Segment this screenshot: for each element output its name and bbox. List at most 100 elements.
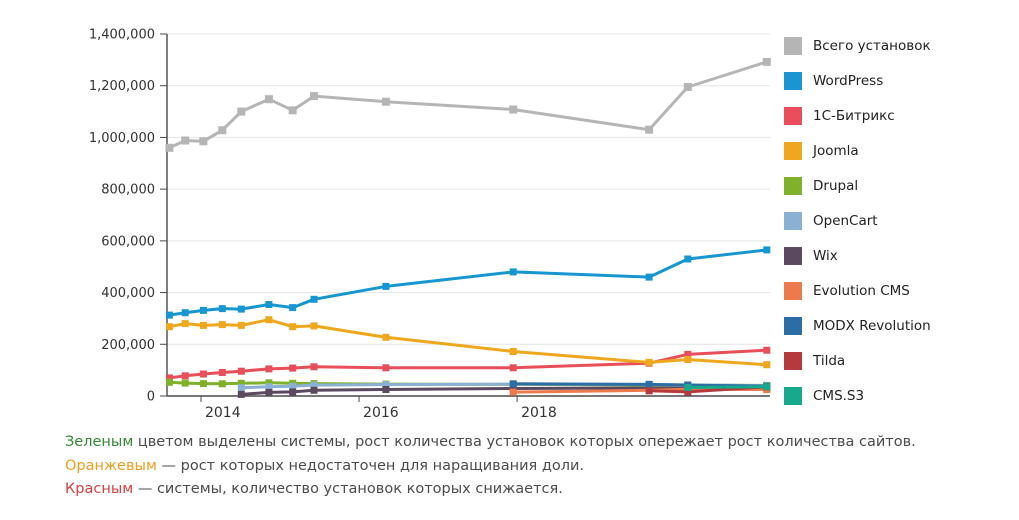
data-point-marker (310, 363, 318, 371)
legend-swatch-icon (784, 212, 802, 230)
legend-swatch-icon (784, 142, 802, 160)
legend-item-wordpress[interactable]: WordPress (784, 72, 1014, 90)
data-point-marker (181, 379, 189, 387)
data-point-marker (763, 246, 771, 254)
legend-item-drupal[interactable]: Drupal (784, 177, 1014, 195)
data-point-marker (645, 273, 653, 281)
data-point-marker (199, 321, 207, 329)
legend-swatch-icon (784, 107, 802, 125)
x-tick-label: 2014 (205, 405, 241, 421)
legend-swatch-icon (784, 72, 802, 90)
data-point-marker (382, 282, 390, 290)
legend-swatch-icon (784, 247, 802, 265)
legend-item-opencart[interactable]: OpenCart (784, 212, 1014, 230)
legend-swatch-icon (784, 352, 802, 370)
x-tick-label: 2018 (521, 405, 557, 421)
chart-footnote: Зеленым цветом выделены системы, рост ко… (65, 431, 995, 502)
data-point-marker (265, 365, 273, 373)
data-point-marker (237, 321, 245, 329)
data-point-marker (237, 379, 245, 387)
legend-item-tilda[interactable]: Tilda (784, 352, 1014, 370)
data-point-marker (310, 92, 318, 101)
legend-label: Tilda (813, 353, 846, 369)
y-tick-label: 200,000 (101, 338, 155, 353)
data-point-marker (684, 388, 692, 396)
footnote-orange-line: Оранжевым — рост которых недостаточен дл… (65, 455, 995, 479)
data-point-marker (199, 306, 207, 314)
legend-item-всего-установок[interactable]: Всего установок (784, 37, 1014, 55)
legend-item-joomla[interactable]: Joomla (784, 142, 1014, 160)
data-point-marker (181, 309, 189, 317)
data-point-marker (218, 369, 226, 376)
data-point-marker (181, 372, 189, 380)
data-point-marker (265, 316, 273, 324)
data-point-marker (289, 388, 297, 396)
data-point-marker (509, 268, 517, 276)
data-point-marker (645, 380, 653, 388)
data-point-marker (165, 323, 173, 331)
footnote-green-term: Зеленым (65, 434, 134, 450)
data-point-marker (218, 321, 226, 329)
data-point-marker (237, 107, 246, 116)
data-point-marker (509, 348, 517, 355)
data-point-marker (763, 361, 771, 369)
legend-swatch-icon (784, 282, 802, 300)
data-point-marker (265, 388, 273, 396)
y-tick-label: 1,200,000 (89, 79, 155, 94)
data-point-marker (509, 105, 518, 114)
footnote-red-line: Красным — системы, количество установок … (65, 478, 995, 502)
data-point-marker (181, 320, 189, 328)
legend-item-1с-битрикс[interactable]: 1С-Битрикс (784, 107, 1014, 125)
data-point-marker (218, 126, 227, 135)
data-point-marker (382, 364, 390, 372)
data-point-marker (509, 385, 517, 392)
x-tick-label: 2016 (363, 405, 399, 421)
data-point-marker (218, 305, 226, 313)
data-point-marker (237, 305, 245, 313)
footnote-red-text: — системы, количество установок которых … (133, 481, 563, 497)
chart-legend: Всего установок WordPress 1С-Битрикс Joomla… (784, 37, 1014, 422)
legend-label: Evolution CMS (813, 283, 910, 299)
legend-label: CMS.S3 (813, 388, 865, 404)
legend-label: Drupal (813, 178, 859, 194)
data-point-marker (310, 381, 318, 389)
data-point-marker (382, 333, 390, 341)
data-point-marker (289, 382, 297, 390)
data-point-marker (763, 346, 771, 354)
data-point-marker (265, 301, 273, 308)
legend-item-evolution-cms[interactable]: Evolution CMS (784, 282, 1014, 300)
data-point-marker (684, 384, 692, 391)
data-point-marker (289, 364, 297, 372)
data-point-marker (237, 390, 245, 398)
footnote-red-term: Красным (65, 481, 134, 497)
legend-swatch-icon (784, 387, 802, 405)
data-point-marker (310, 386, 318, 394)
data-point-marker (684, 356, 692, 363)
y-tick-label: 0 (147, 390, 155, 405)
data-point-marker (381, 97, 390, 106)
legend-item-cms-s3[interactable]: CMS.S3 (784, 387, 1014, 405)
legend-item-wix[interactable]: Wix (784, 247, 1014, 265)
y-tick-label: 400,000 (101, 286, 155, 301)
legend-swatch-icon (784, 177, 802, 195)
data-point-marker (289, 304, 297, 312)
y-tick-label: 1,400,000 (89, 28, 155, 43)
series-line (168, 60, 768, 150)
footnote-green-text: цветом выделены системы, рост количества… (133, 434, 916, 450)
data-point-marker (165, 143, 174, 152)
data-point-marker (382, 381, 390, 389)
legend-label: 1С-Битрикс (813, 108, 895, 124)
data-point-marker (684, 350, 692, 358)
data-point-marker (199, 370, 207, 378)
legend-label: Всего установок (813, 38, 931, 54)
cms-installations-chart: 0 200,000 400,000 600,000 800,000 1,000,000 1,… (89, 28, 771, 421)
data-point-marker (509, 380, 517, 388)
data-point-marker (310, 322, 318, 330)
data-point-marker (382, 386, 390, 393)
data-point-marker (237, 367, 245, 375)
footnote-orange-text: — рост которых недостаточен для наращива… (156, 457, 585, 474)
data-point-marker (288, 106, 297, 115)
legend-label: Wix (813, 248, 838, 264)
legend-item-modx-revolution[interactable]: MODX Revolution (784, 317, 1014, 335)
